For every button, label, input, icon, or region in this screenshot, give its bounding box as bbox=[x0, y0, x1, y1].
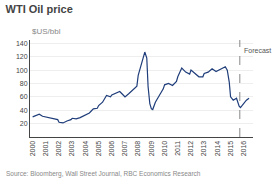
svg-text:140: 140 bbox=[16, 40, 28, 47]
svg-text:2000: 2000 bbox=[29, 141, 36, 157]
svg-text:2011: 2011 bbox=[174, 141, 181, 156]
svg-text:2015: 2015 bbox=[227, 141, 234, 157]
svg-text:2007: 2007 bbox=[121, 141, 128, 157]
svg-text:60: 60 bbox=[20, 93, 28, 100]
svg-text:WTI Oil price: WTI Oil price bbox=[6, 3, 73, 15]
svg-text:2002: 2002 bbox=[55, 141, 62, 157]
svg-text:20: 20 bbox=[20, 120, 28, 127]
svg-text:2005: 2005 bbox=[95, 141, 102, 157]
svg-text:2001: 2001 bbox=[42, 141, 49, 157]
svg-text:$US/bbl: $US/bbl bbox=[32, 27, 61, 36]
svg-text:2009: 2009 bbox=[148, 141, 155, 157]
svg-text:2012: 2012 bbox=[187, 141, 194, 157]
svg-text:2004: 2004 bbox=[82, 141, 89, 157]
svg-text:2014: 2014 bbox=[214, 141, 221, 157]
svg-text:120: 120 bbox=[16, 53, 28, 60]
svg-text:Forecast: Forecast bbox=[244, 47, 271, 54]
svg-text:2006: 2006 bbox=[108, 141, 115, 157]
svg-text:100: 100 bbox=[16, 67, 28, 74]
svg-text:2003: 2003 bbox=[68, 141, 75, 157]
svg-text:2010: 2010 bbox=[161, 141, 168, 157]
svg-text:Source: Bloomberg, Wall Street: Source: Bloomberg, Wall Street Journal, … bbox=[6, 170, 201, 178]
svg-text:2013: 2013 bbox=[200, 141, 207, 157]
svg-text:2016: 2016 bbox=[240, 141, 247, 157]
svg-text:80: 80 bbox=[20, 80, 28, 87]
svg-text:40: 40 bbox=[20, 107, 28, 114]
svg-text:2008: 2008 bbox=[134, 141, 141, 157]
